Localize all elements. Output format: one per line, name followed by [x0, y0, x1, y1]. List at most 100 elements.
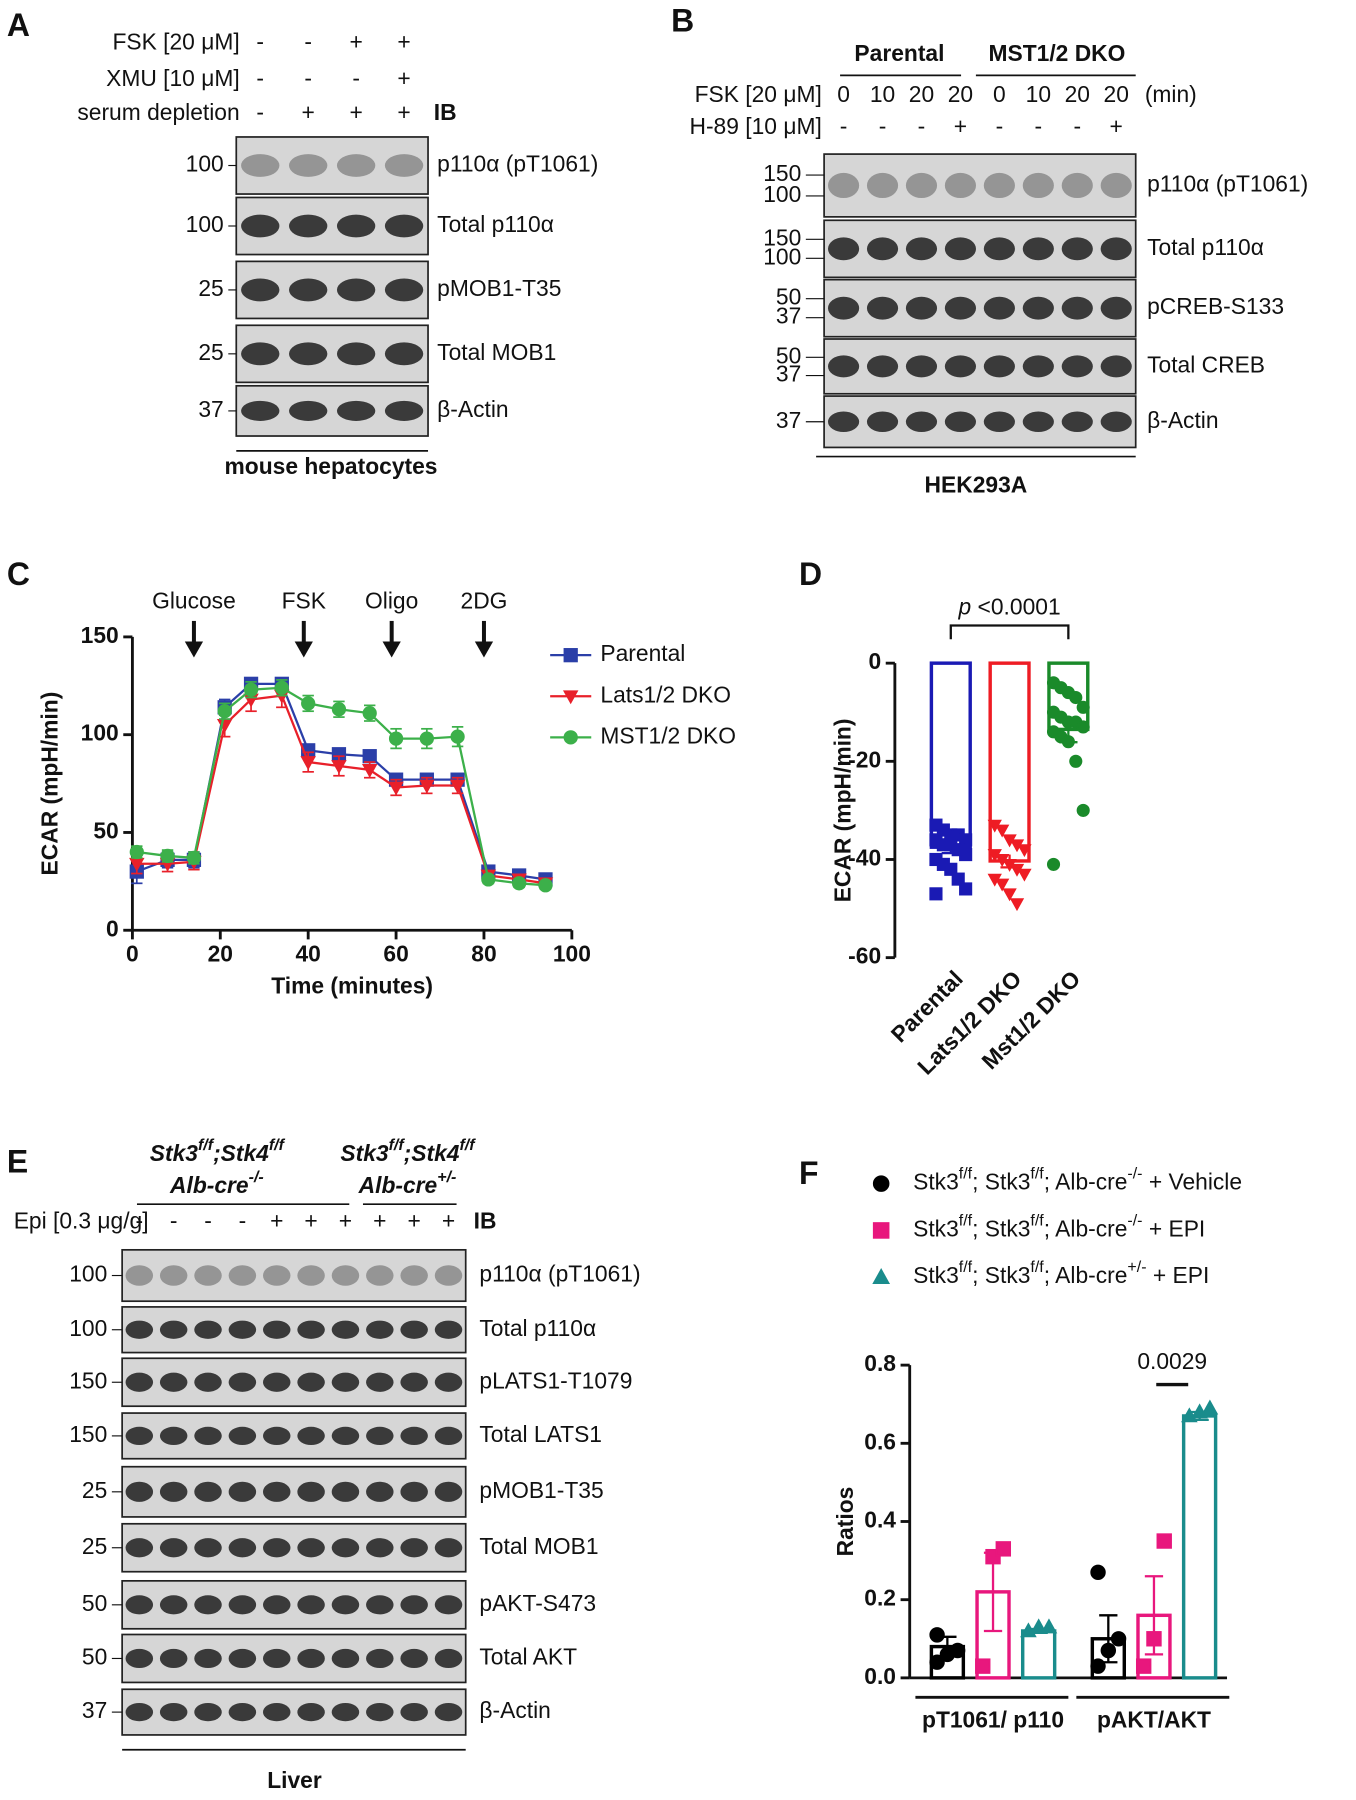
annotation: Glucose [152, 588, 236, 614]
point [995, 1541, 1012, 1557]
bar [1020, 1629, 1057, 1680]
y-tick-label: 0 [106, 915, 119, 941]
legend-marker [872, 1175, 890, 1192]
legend-label: Stk3f/f; Stk3f/f; Alb-cre-/- + Vehicle [913, 1166, 1242, 1195]
y-tick-label: 100 [81, 720, 119, 746]
blot-target: pCREB-S133 [1147, 293, 1284, 319]
treatment-value: + [397, 65, 410, 91]
y-tick-label: 0.8 [864, 1350, 896, 1376]
annotation: 0.0029 [1137, 1348, 1207, 1374]
group-label-text: Alb-cre [358, 1172, 438, 1198]
group-label-sup: f/f [269, 1137, 286, 1154]
band [827, 296, 860, 320]
annotation: 2DG [461, 588, 508, 614]
mw-marker: 100 [763, 243, 801, 269]
point [975, 1658, 991, 1674]
band [1061, 172, 1093, 199]
band [983, 355, 1015, 378]
treatment-value: + [373, 1207, 386, 1233]
band [944, 172, 977, 199]
band [125, 1595, 154, 1615]
treatment-value: 20 [948, 81, 973, 107]
treatment-value: + [349, 99, 362, 125]
band [366, 1426, 394, 1446]
band [194, 1426, 222, 1446]
point [1076, 803, 1090, 817]
treatment-value: 0 [993, 81, 1006, 107]
y-tick-label: 0.6 [864, 1428, 896, 1454]
band [159, 1265, 188, 1286]
point [362, 749, 377, 764]
treatment-value: - [840, 113, 848, 139]
legend-label-text: Stk3 [913, 1262, 959, 1288]
point [419, 731, 434, 746]
treatment-value: + [407, 1207, 420, 1233]
band [400, 1648, 428, 1669]
point [994, 824, 1010, 838]
band [241, 154, 280, 177]
bar [929, 661, 972, 849]
legend-label-sup: f/f [959, 1259, 973, 1276]
band [866, 172, 899, 199]
treatment-value: - [239, 1207, 247, 1233]
legend-label-text: ; Stk3 [972, 1262, 1030, 1288]
treatment-value: - [136, 1207, 144, 1233]
blot-target: Total MOB1 [479, 1533, 598, 1559]
mw-marker: 37 [776, 407, 801, 433]
treatment-value: - [996, 113, 1004, 139]
annotation-text: <0.0001 [971, 593, 1060, 619]
band [228, 1481, 257, 1502]
band [289, 214, 328, 238]
band [434, 1538, 463, 1558]
point [1076, 720, 1090, 734]
band [262, 1372, 291, 1392]
band [262, 1320, 291, 1339]
panel-label: A [7, 7, 30, 43]
point [959, 833, 973, 847]
group-label-sup: f/f [459, 1137, 476, 1154]
band [384, 400, 424, 421]
y-tick-label: 0.4 [864, 1507, 896, 1533]
band [297, 1702, 325, 1722]
point [1061, 735, 1075, 749]
method: IB [434, 99, 457, 125]
legend-label: MST1/2 DKO [600, 722, 736, 748]
arrow-head [294, 641, 313, 658]
band [194, 1648, 222, 1669]
treatment-value: - [170, 1207, 178, 1233]
mw-marker: 37 [198, 396, 223, 422]
blot-target: pAKT-S473 [479, 1590, 596, 1616]
treatment-value: + [1110, 113, 1123, 139]
band [434, 1372, 463, 1392]
band [159, 1538, 188, 1558]
annotation: p <0.0001 [958, 593, 1061, 619]
treatment-value: + [397, 28, 410, 54]
unit: (min) [1145, 81, 1197, 107]
band [384, 278, 424, 302]
band [297, 1595, 325, 1615]
legend-label-sup: f/f [959, 1166, 973, 1183]
band [400, 1538, 428, 1558]
band [366, 1702, 394, 1722]
band [434, 1320, 463, 1339]
treatment-value: + [302, 99, 315, 125]
legend-label: Stk3f/f; Stk3f/f; Alb-cre-/- + EPI [913, 1213, 1205, 1242]
mw-marker: 50 [776, 342, 801, 368]
point [1009, 898, 1025, 912]
point [361, 764, 378, 778]
band [228, 1538, 257, 1558]
band [434, 1265, 463, 1286]
band [125, 1320, 154, 1339]
point [1090, 1658, 1106, 1674]
point [388, 781, 404, 796]
blot-target: p110α (pT1061) [1147, 171, 1308, 197]
treatment-name: FSK [20 μM] [695, 81, 822, 107]
band [1022, 355, 1054, 378]
point [300, 756, 316, 771]
band [262, 1265, 291, 1286]
point [1146, 1631, 1162, 1647]
group-label: Parental [854, 40, 944, 66]
treatment-name: FSK [20 μM] [112, 28, 239, 54]
band [366, 1372, 394, 1392]
mw-marker: 100 [186, 151, 224, 177]
